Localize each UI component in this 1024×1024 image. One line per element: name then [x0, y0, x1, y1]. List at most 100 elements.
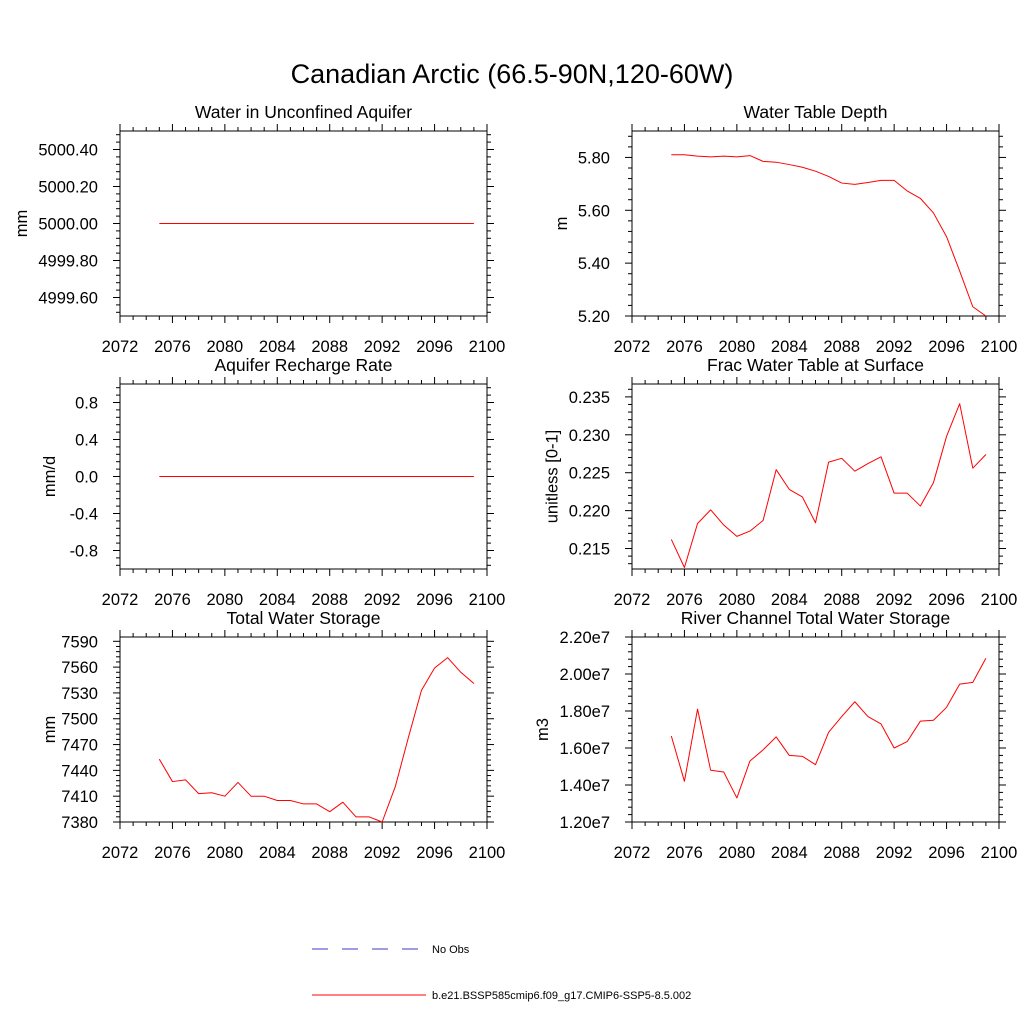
x-tick-label: 2080	[718, 338, 755, 356]
panel-6: River Channel Total Water Storage 2072 207…	[534, 608, 1017, 862]
legend-no-obs-label: No Obs	[432, 944, 470, 956]
y-tick-label: 7410	[61, 788, 98, 806]
panel-title: Aquifer Recharge Rate	[214, 355, 392, 375]
panel-2: Water Table Depth 2072 2076 2080 2084 2088 209…	[553, 102, 1018, 356]
panel-title: Water in Unconfined Aquifer	[195, 102, 412, 122]
y-tick-label: 7380	[61, 814, 98, 832]
x-tick-label: 2092	[876, 591, 913, 609]
x-tick-label: 2088	[311, 338, 348, 356]
x-tick-label: 2072	[102, 338, 139, 356]
x-tick-label: 2084	[771, 844, 808, 862]
panel-title: River Channel Total Water Storage	[681, 608, 950, 628]
legend: No Obs b.e21.BSSP585cmip6.f09_g17.CMIP6-…	[312, 944, 691, 1002]
x-tick-label: 2080	[718, 844, 755, 862]
x-tick-label: 2072	[614, 591, 651, 609]
x-tick-label: 2080	[718, 591, 755, 609]
x-tick-label: 2076	[154, 338, 191, 356]
y-tick-label: 5000.20	[38, 179, 98, 197]
x-tick-label: 2084	[771, 338, 808, 356]
y-tick-label: 0.230	[569, 427, 610, 445]
x-tick-label: 2096	[416, 338, 453, 356]
x-tick-label: 2072	[614, 844, 651, 862]
y-tick-label: 0.0	[75, 469, 98, 487]
y-tick-label: 0.215	[569, 541, 610, 559]
series-line	[670, 658, 987, 799]
y-tick-label: 5.80	[578, 149, 610, 167]
y-axis-label: unitless [0-1]	[544, 430, 562, 524]
y-tick-label: 5.20	[578, 308, 610, 326]
y-tick-label: 1.80e7	[560, 703, 610, 721]
x-tick-label: 2100	[469, 844, 506, 862]
panel-title: Total Water Storage	[226, 608, 380, 628]
y-axis-label: mm	[13, 210, 31, 238]
x-tick-label: 2096	[928, 844, 965, 862]
x-tick-label: 2092	[364, 844, 401, 862]
y-axis-label: m3	[534, 718, 552, 741]
x-tick-label: 2100	[469, 338, 506, 356]
legend-model-label: b.e21.BSSP585cmip6.f09_g17.CMIP6-SSP5-8.…	[432, 990, 691, 1002]
x-tick-label: 2096	[416, 844, 453, 862]
x-tick-label: 2084	[259, 844, 296, 862]
x-tick-label: 2088	[311, 844, 348, 862]
y-tick-label: -0.8	[70, 543, 98, 561]
x-tick-label: 2080	[206, 591, 243, 609]
x-tick-label: 2092	[364, 338, 401, 356]
y-tick-label: 1.40e7	[560, 777, 610, 795]
y-axis-label: m	[553, 217, 571, 231]
x-tick-label: 2088	[823, 844, 860, 862]
y-tick-label: 2.20e7	[560, 629, 610, 647]
y-tick-label: 7500	[61, 711, 98, 729]
y-tick-label: 5000.00	[38, 216, 98, 234]
x-tick-label: 2084	[259, 591, 296, 609]
x-tick-label: 2084	[771, 591, 808, 609]
y-tick-label: 4999.60	[38, 290, 98, 308]
y-tick-label: 7560	[61, 659, 98, 677]
y-axis-label: mm	[41, 716, 59, 744]
y-tick-label: -0.4	[70, 506, 98, 524]
y-tick-label: 1.60e7	[560, 740, 610, 758]
series-line	[670, 403, 987, 568]
y-axis-label: mm/d	[41, 456, 59, 497]
x-tick-label: 2076	[154, 591, 191, 609]
series-line	[158, 657, 475, 823]
plot-frame	[631, 636, 1000, 823]
y-tick-label: 0.225	[569, 465, 610, 483]
y-tick-label: 5000.40	[38, 142, 98, 160]
x-tick-label: 2100	[469, 591, 506, 609]
y-tick-label: 1.20e7	[560, 814, 610, 832]
x-tick-label: 2096	[928, 591, 965, 609]
x-tick-label: 2096	[928, 338, 965, 356]
x-tick-label: 2088	[823, 338, 860, 356]
x-tick-label: 2096	[416, 591, 453, 609]
x-tick-label: 2072	[102, 844, 139, 862]
y-tick-label: 2.00e7	[560, 666, 610, 684]
x-tick-label: 2088	[823, 591, 860, 609]
y-tick-label: 0.220	[569, 503, 610, 521]
panel-4: Frac Water Table at Surface 2072 2076 2080 2…	[544, 355, 1018, 609]
y-tick-label: 7530	[61, 685, 98, 703]
series-line	[671, 154, 987, 317]
y-tick-label: 0.235	[569, 389, 610, 407]
x-tick-label: 2072	[614, 338, 651, 356]
x-tick-label: 2084	[259, 338, 296, 356]
x-tick-label: 2080	[206, 338, 243, 356]
panels: Water in Unconfined Aquifer 2072 2076 2080 2…	[13, 102, 1017, 862]
x-tick-label: 2080	[206, 844, 243, 862]
x-tick-label: 2100	[981, 844, 1018, 862]
plot-frame	[119, 636, 488, 823]
y-tick-label: 7590	[61, 633, 98, 651]
y-tick-label: 4999.80	[38, 253, 98, 271]
plot-frame	[631, 383, 1000, 570]
x-tick-label: 2092	[876, 338, 913, 356]
x-tick-label: 2072	[102, 591, 139, 609]
panel-title: Frac Water Table at Surface	[707, 355, 924, 375]
x-tick-label: 2076	[666, 591, 703, 609]
x-tick-label: 2100	[981, 591, 1018, 609]
x-tick-label: 2076	[154, 844, 191, 862]
y-tick-label: 7440	[61, 762, 98, 780]
panel-3: Aquifer Recharge Rate 2072 2076 2080 2084 208…	[41, 355, 506, 609]
y-tick-label: 7470	[61, 737, 98, 755]
y-tick-label: 5.40	[578, 255, 610, 273]
y-tick-label: 0.8	[75, 395, 98, 413]
